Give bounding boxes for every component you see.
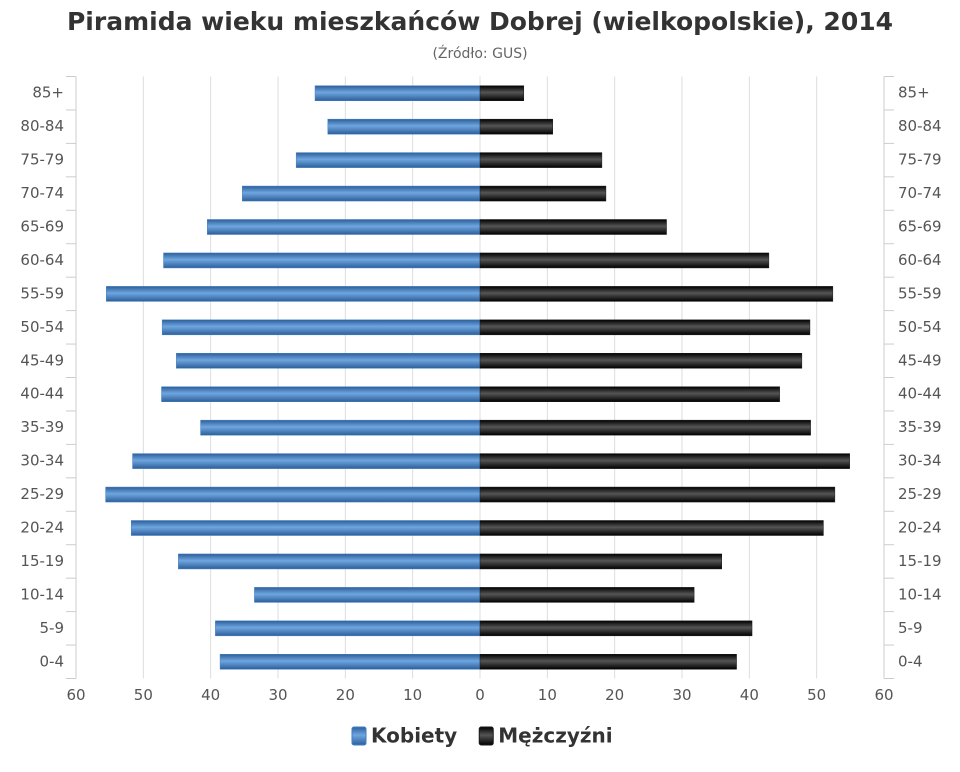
category-label: 15-19: [898, 552, 942, 570]
x-tick-label: 40: [201, 686, 220, 704]
legend-swatch: [478, 726, 494, 746]
bar: [207, 219, 481, 235]
x-tick-label: 50: [134, 686, 153, 704]
bar: [254, 587, 481, 603]
category-label: 10-14: [20, 585, 64, 603]
bar: [479, 85, 525, 101]
legend-label: Kobiety: [371, 724, 457, 748]
bar: [479, 252, 770, 269]
bar: [161, 319, 481, 336]
bar: [132, 453, 481, 469]
bar: [479, 152, 603, 168]
bar: [479, 353, 803, 369]
bar: [479, 486, 836, 503]
bar: [178, 553, 481, 570]
category-label: 40-44: [20, 385, 64, 403]
bar: [479, 654, 737, 670]
bar: [242, 185, 481, 202]
category-label: 0-4: [40, 652, 65, 670]
bar: [479, 587, 695, 603]
bar: [479, 118, 553, 135]
category-label: 50-54: [898, 318, 942, 336]
category-label: 55-59: [898, 284, 942, 302]
bar: [479, 453, 850, 469]
legend-label: Mężczyźni: [498, 724, 612, 748]
bar: [161, 386, 481, 402]
category-label: 65-69: [20, 218, 64, 236]
x-tick-label: 10: [403, 686, 422, 704]
bar: [106, 286, 481, 302]
bar: [215, 620, 481, 637]
bar: [479, 553, 722, 570]
category-label: 15-19: [20, 552, 64, 570]
x-tick-label: 0: [475, 686, 485, 704]
x-tick-label: 40: [740, 686, 759, 704]
x-tick-label: 30: [268, 686, 287, 704]
x-tick-label: 60: [874, 686, 893, 704]
bar: [163, 252, 481, 269]
category-label: 35-39: [20, 418, 64, 436]
category-label: 75-79: [898, 151, 942, 169]
category-label: 40-44: [898, 385, 942, 403]
category-label: 85+: [898, 84, 930, 102]
category-label: 70-74: [898, 184, 942, 202]
category-label: 20-24: [898, 519, 942, 537]
category-label: 55-59: [20, 284, 64, 302]
bar: [105, 486, 481, 503]
bar: [176, 353, 481, 369]
category-label: 70-74: [20, 184, 64, 202]
x-tick-label: 20: [605, 686, 624, 704]
category-label: 0-4: [898, 652, 923, 670]
category-label: 80-84: [898, 117, 942, 135]
bar: [295, 152, 481, 168]
bar: [479, 419, 811, 436]
category-label: 80-84: [20, 117, 64, 135]
bar: [479, 286, 834, 302]
category-label: 30-34: [898, 452, 942, 470]
x-tick-label: 20: [336, 686, 355, 704]
bar: [479, 185, 607, 202]
legend-swatch: [351, 726, 367, 746]
bar: [130, 520, 481, 536]
bar: [327, 118, 481, 135]
category-label: 5-9: [898, 619, 923, 637]
bar: [479, 219, 667, 235]
bar: [200, 419, 481, 436]
category-label: 35-39: [898, 418, 942, 436]
category-label: 65-69: [898, 218, 942, 236]
bar: [479, 620, 753, 637]
x-tick-label: 50: [807, 686, 826, 704]
x-tick-label: 30: [672, 686, 691, 704]
category-label: 20-24: [20, 519, 64, 537]
category-label: 60-64: [898, 251, 942, 269]
category-label: 30-34: [20, 452, 64, 470]
bar: [479, 319, 811, 336]
category-label: 45-49: [898, 351, 942, 369]
chart-subtitle: (Źródło: GUS): [432, 44, 527, 62]
bar: [479, 386, 780, 402]
bar: [314, 85, 481, 101]
category-label: 85+: [32, 84, 64, 102]
category-label: 50-54: [20, 318, 64, 336]
category-label: 25-29: [898, 485, 942, 503]
bar: [479, 520, 824, 536]
bar: [219, 654, 481, 670]
category-label: 10-14: [898, 585, 942, 603]
category-label: 5-9: [40, 619, 65, 637]
x-tick-label: 10: [538, 686, 557, 704]
category-label: 75-79: [20, 151, 64, 169]
chart-title: Piramida wieku mieszkańców Dobrej (wielk…: [67, 7, 893, 36]
category-label: 45-49: [20, 351, 64, 369]
category-label: 25-29: [20, 485, 64, 503]
category-label: 60-64: [20, 251, 64, 269]
x-tick-label: 60: [66, 686, 85, 704]
